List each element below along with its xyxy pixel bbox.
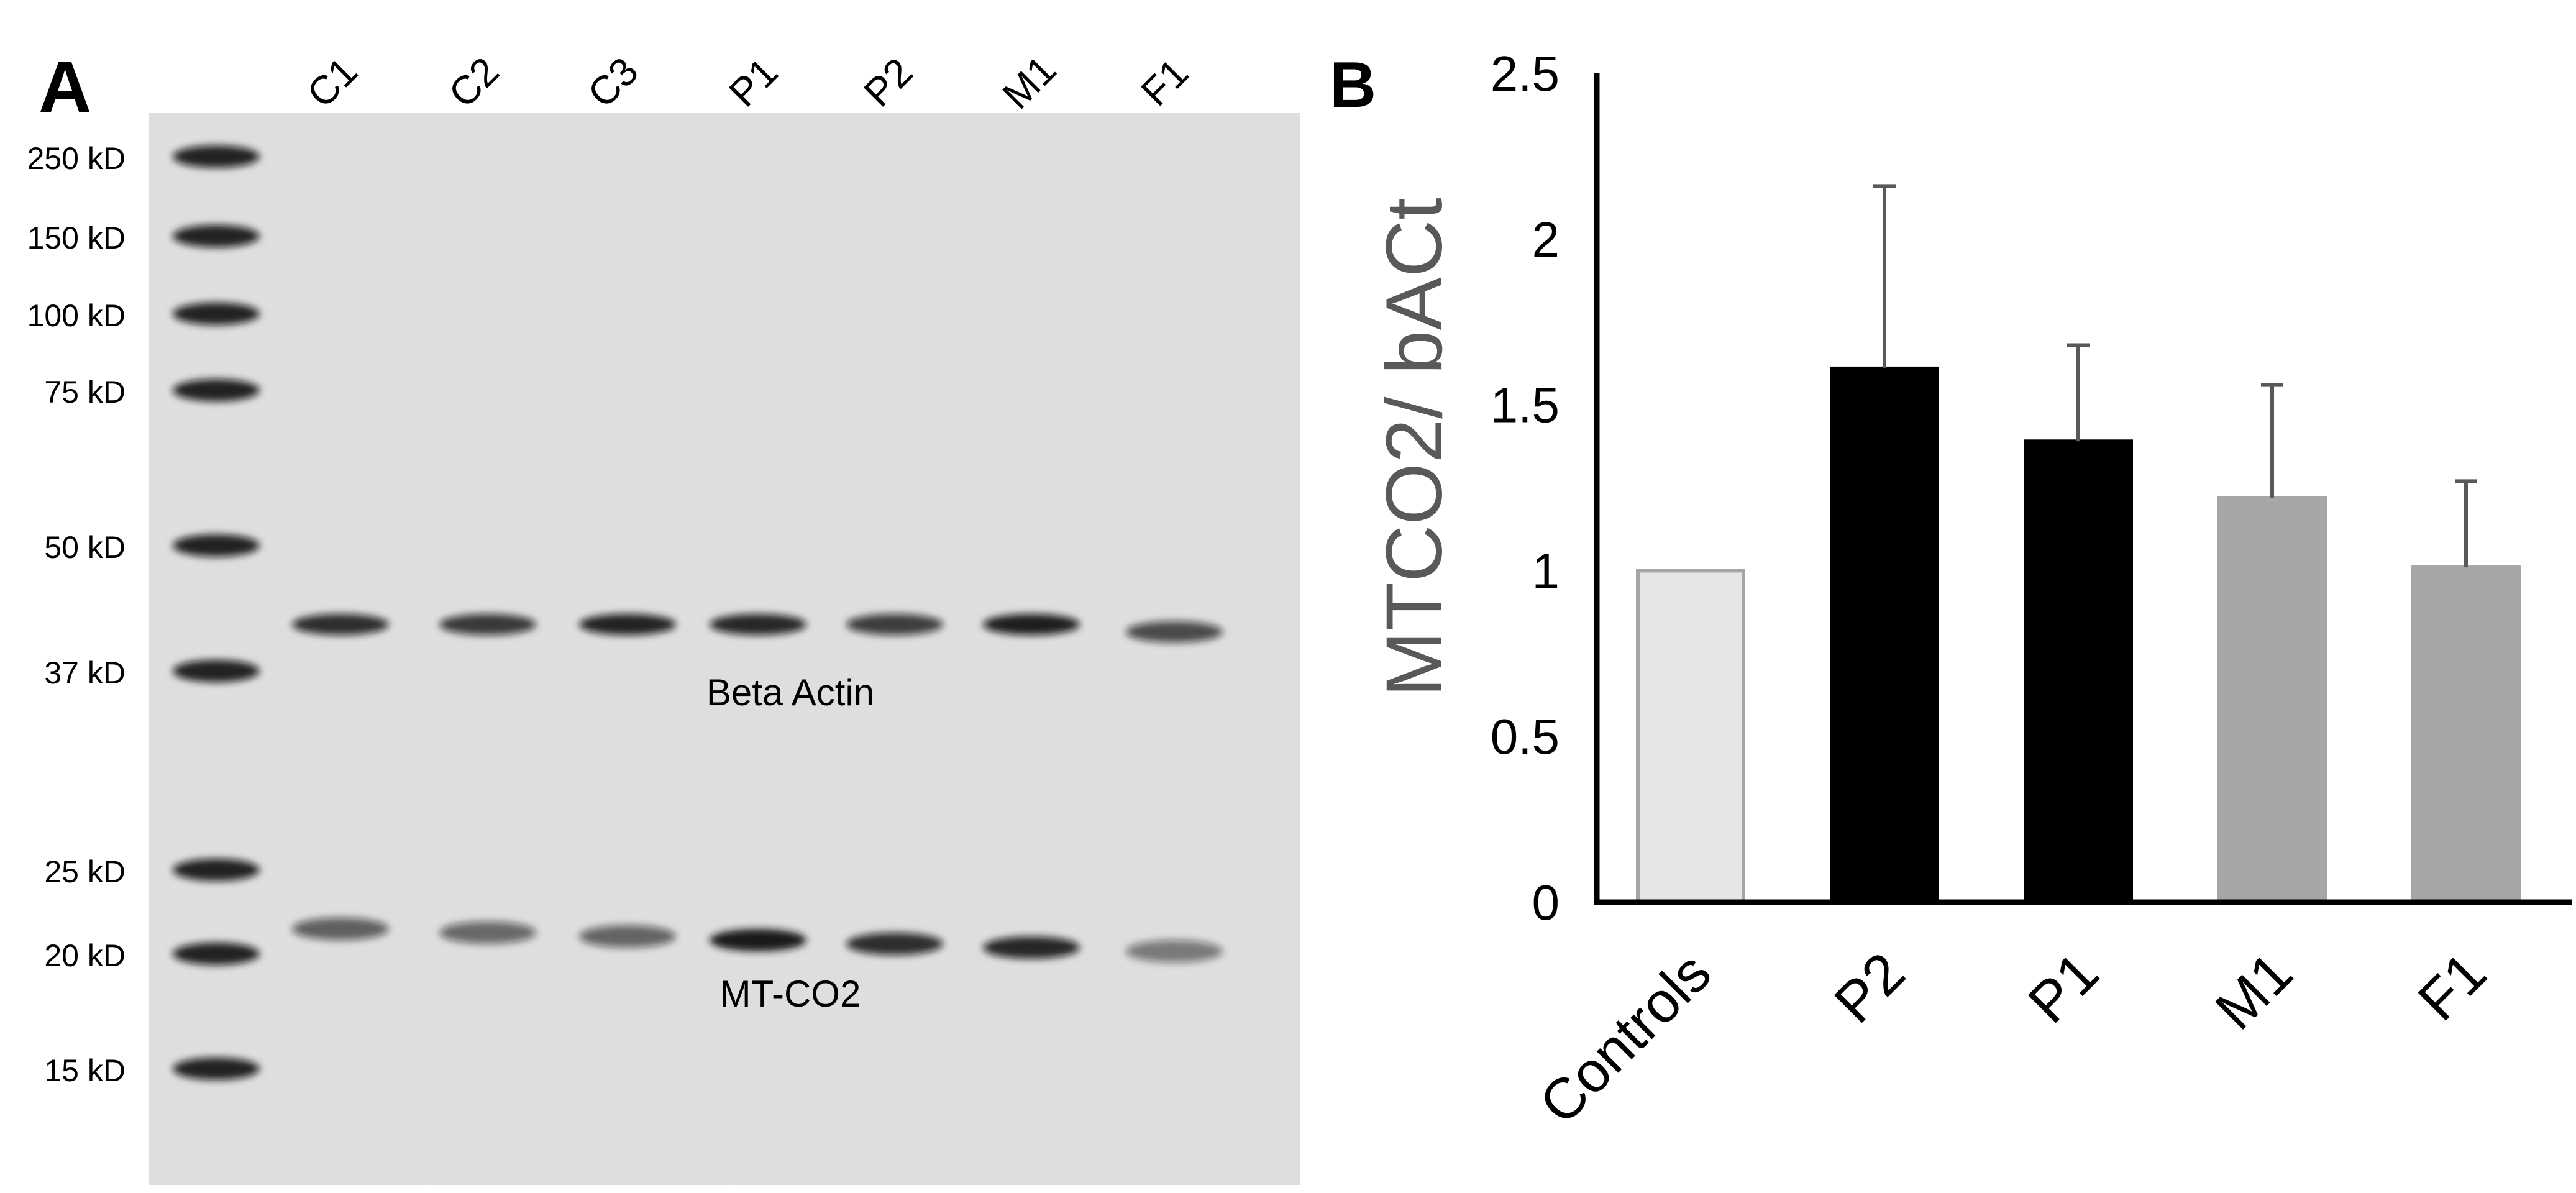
lane-label-p2: P2 (855, 49, 921, 115)
y-tick-label: 2 (1532, 212, 1560, 267)
lane-label-f1: F1 (1133, 50, 1197, 115)
ladder-labels: 250 kD 150 kD 100 kD 75 kD 50 kD 37 kD 25 kD 20… (27, 141, 126, 1088)
beta-actin-band-f1 (1126, 621, 1223, 642)
panel-b-bar-chart: B MTCO2/ bACt 0 0.5 1 1.5 2 2.5 Controls P2 P1 M… (1330, 46, 2572, 1136)
mt-co2-band-c3 (579, 925, 676, 948)
ladder-band-25 (173, 859, 260, 881)
gel-texture (149, 113, 1300, 1185)
lane-label-p1: P1 (720, 49, 786, 115)
beta-actin-band-p2 (846, 614, 943, 635)
lane-label-c1: C1 (298, 48, 366, 116)
ladder-band-20 (173, 943, 260, 965)
ladder-band-15 (173, 1058, 260, 1080)
x-tick-label-p1: P1 (2016, 941, 2111, 1035)
lane-label-m1: M1 (994, 47, 1065, 118)
panel-a-letter: A (39, 46, 91, 128)
ladder-label-37: 37 kD (44, 656, 126, 690)
bar-p1 (2024, 439, 2133, 904)
ladder-band-75 (173, 379, 260, 401)
mt-co2-band-row (292, 918, 1223, 962)
mt-co2-band-f1 (1126, 940, 1223, 962)
ladder-band-250 (173, 145, 260, 168)
y-tick-label: 0.5 (1491, 709, 1560, 764)
ladder-band-100 (173, 303, 260, 325)
ladder-lane (173, 145, 260, 1080)
ladder-label-50: 50 kD (44, 530, 126, 565)
mt-co2-band-m1 (983, 936, 1080, 959)
x-tick-label-f1: F1 (2406, 941, 2498, 1033)
mt-co2-band-c1 (292, 918, 389, 940)
beta-actin-band-row (292, 614, 1223, 642)
beta-actin-band-m1 (983, 614, 1080, 635)
lane-label-c3: C3 (579, 48, 647, 116)
bar-p2 (1830, 366, 1939, 904)
mt-co2-label: MT-CO2 (720, 973, 861, 1015)
bars (1636, 366, 2521, 904)
bar-controls (1636, 569, 1745, 904)
ladder-label-15: 15 kD (44, 1053, 126, 1088)
y-axis-title: MTCO2/ bACt (1370, 198, 1459, 697)
y-tick-label: 1 (1532, 543, 1560, 598)
ladder-label-100: 100 kD (27, 298, 126, 333)
y-axis-tick-labels: 0 0.5 1 1.5 2 2.5 (1491, 46, 1560, 930)
mt-co2-band-p1 (710, 929, 806, 951)
mt-co2-band-c2 (439, 921, 536, 944)
ladder-label-25: 25 kD (44, 854, 126, 889)
beta-actin-band-p1 (710, 614, 806, 635)
ladder-label-150: 150 kD (27, 221, 126, 255)
ladder-label-20: 20 kD (44, 938, 126, 973)
x-tick-label-controls: Controls (1528, 941, 1723, 1136)
panel-b-letter: B (1330, 49, 1376, 121)
mt-co2-band-p2 (846, 933, 943, 955)
bar-m1 (2217, 496, 2327, 904)
panel-a-western-blot: A C1 C2 C3 P1 P2 M1 F1 250 kD 150 kD 100 kD 75 kD… (27, 46, 1300, 1185)
y-tick-label: 1.5 (1491, 378, 1560, 433)
axes (1594, 73, 2572, 905)
y-tick-label: 2.5 (1491, 46, 1560, 101)
gel-membrane (149, 113, 1300, 1185)
y-tick-label: 0 (1532, 875, 1560, 930)
ladder-band-50 (173, 534, 260, 557)
beta-actin-label: Beta Actin (706, 672, 874, 713)
beta-actin-band-c3 (579, 614, 676, 635)
ladder-label-75: 75 kD (44, 375, 126, 409)
error-bars (1873, 184, 2477, 568)
ladder-band-150 (173, 225, 260, 247)
lane-labels: C1 C2 C3 P1 P2 M1 F1 (298, 47, 1197, 118)
beta-actin-band-c1 (292, 614, 389, 635)
lane-label-c2: C2 (440, 48, 508, 116)
x-axis-tick-labels: Controls P2 P1 M1 F1 (1528, 941, 2498, 1136)
beta-actin-band-c2 (439, 614, 536, 635)
x-tick-label-p2: P2 (1822, 941, 1917, 1035)
ladder-band-37 (173, 660, 260, 682)
ladder-label-250: 250 kD (27, 141, 126, 176)
bar-f1 (2411, 565, 2521, 904)
x-tick-label-m1: M1 (2204, 941, 2305, 1042)
